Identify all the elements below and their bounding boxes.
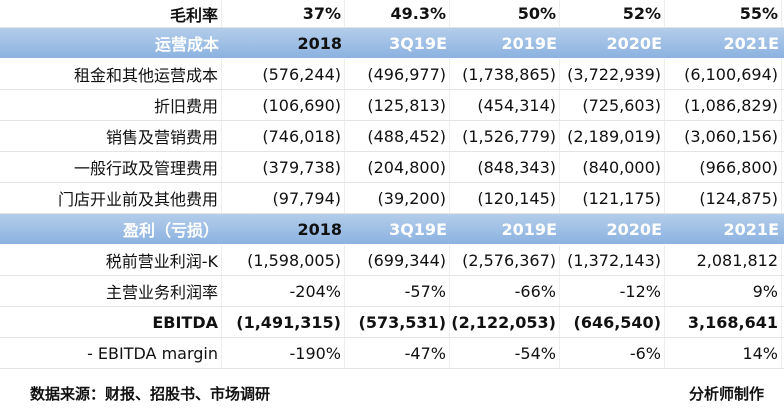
data-row: EBITDA (1,491,315) (573,531) (2,122,053) (64… [0, 307, 784, 338]
value-cell: -204% [222, 276, 345, 306]
value-cell: 3,168,641 [665, 307, 782, 337]
value-cell: (646,540) [560, 307, 665, 337]
value-cell: (454,314) [450, 90, 560, 120]
value-cell: (3,060,156) [665, 121, 782, 151]
data-row: 折旧费用 (106,690) (125,813) (454,314) (725,603)… [0, 90, 784, 121]
value-cell: (97,794) [222, 183, 345, 213]
value-cell: (1,526,779) [450, 121, 560, 151]
value-cell: -12% [560, 276, 665, 306]
value-cell: (1,491,315) [222, 307, 345, 337]
value-cell: -190% [222, 338, 345, 368]
value-cell: (1,598,005) [222, 245, 345, 275]
value-cell: 2019E [501, 33, 557, 53]
value-cell: (576,244) [222, 59, 345, 89]
value-cell: 2020E [606, 33, 662, 53]
value-cell: 2020E [606, 219, 662, 239]
row-label: 运营成本 [154, 35, 219, 54]
data-row: 门店开业前及其他费用 (97,794) (39,200) (120,145) (121,… [0, 183, 784, 214]
row-label: 毛利率 [0, 0, 222, 27]
value-cell: (1,086,829) [665, 90, 782, 120]
value-cell: (204,800) [345, 152, 450, 182]
value-cell: -47% [345, 338, 450, 368]
value-cell: (121,175) [560, 183, 665, 213]
value-cell: 14% [665, 338, 782, 368]
value-cell: (6,100,694) [665, 59, 782, 89]
row-label: - EBITDA margin [0, 338, 222, 368]
value-cell: 9% [665, 276, 782, 306]
data-row: 租金和其他运营成本 (576,244) (496,977) (1,738,865) (3… [0, 59, 784, 90]
value-cell: -57% [345, 276, 450, 306]
value-cell: 2021E [723, 33, 779, 53]
value-cell: (496,977) [345, 59, 450, 89]
data-row: 销售及营销费用 (746,018) (488,452) (1,526,779) (2,1… [0, 121, 784, 152]
value-cell: 2019E [501, 219, 557, 239]
value-cell: 2018 [297, 219, 342, 239]
section-header: 盈利（亏损） 2018 3Q19E 2019E 2020E 2021E [0, 214, 784, 244]
credit: 分析师制作 [688, 385, 764, 403]
value-cell: (848,343) [450, 152, 560, 182]
value-cell: 2021E [723, 219, 779, 239]
data-row: - EBITDA margin -190% -47% -54% -6% 14% [0, 338, 784, 369]
value-cell: 3Q19E [389, 33, 447, 53]
value-cell: (379,738) [222, 152, 345, 182]
value-cell: (1,738,865) [450, 59, 560, 89]
row-label: EBITDA [0, 307, 222, 337]
value-cell: 50% [450, 0, 560, 27]
value-cell: (699,344) [345, 245, 450, 275]
source-note: 数据来源：财报、招股书、市场调研 [30, 385, 271, 403]
row-label: 一般行政及管理费用 [0, 152, 222, 182]
data-row: 税前营业利润-K (1,598,005) (699,344) (2,576,367)(… [0, 245, 784, 276]
value-cell: (840,000) [560, 152, 665, 182]
value-cell: 52% [560, 0, 665, 27]
value-cell: 2018 [297, 33, 342, 53]
value-cell: 37% [222, 0, 345, 27]
value-cell: (966,800) [665, 152, 782, 182]
section-header: 运营成本 2018 3Q19E 2019E 2020E 2021E [0, 28, 784, 58]
value-cell: (124,875) [665, 183, 782, 213]
margin-row: 毛利率 37% 49.3% 50% 52% 55% [0, 0, 784, 28]
row-label: 折旧费用 [0, 90, 222, 120]
value-cell: (725,603) [560, 90, 665, 120]
value-cell: -54% [450, 338, 560, 368]
row-label: 销售及营销费用 [0, 121, 222, 151]
value-cell: -6% [560, 338, 665, 368]
row-label: 门店开业前及其他费用 [0, 183, 222, 213]
value-cell: (2,189,019) [560, 121, 665, 151]
data-row: 一般行政及管理费用 (379,738) (204,800) (848,343) (840… [0, 152, 784, 183]
value-cell: 3Q19E [389, 219, 447, 239]
row-label: 主营业务利润率 [0, 276, 222, 306]
value-cell: (1,372,143) [560, 245, 665, 275]
row-label: 租金和其他运营成本 [0, 59, 222, 89]
value-cell: 2,081,812 [665, 245, 782, 275]
value-cell: (488,452) [345, 121, 450, 151]
value-cell: (120,145) [450, 183, 560, 213]
value-cell: (3,722,939) [560, 59, 665, 89]
value-cell: (573,531) [345, 307, 450, 337]
data-row: 主营业务利润率 -204% -57% -66% -12% 9% [0, 276, 784, 307]
value-cell: (2,122,053) [450, 307, 560, 337]
value-cell: (106,690) [222, 90, 345, 120]
row-label: 税前营业利润-K [0, 245, 222, 275]
value-cell: (125,813) [345, 90, 450, 120]
value-cell: (39,200) [345, 183, 450, 213]
value-cell: (746,018) [222, 121, 345, 151]
value-cell: (2,576,367) [450, 245, 560, 275]
row-label: 盈利（亏损） [122, 221, 219, 240]
value-cell: -66% [450, 276, 560, 306]
value-cell: 49.3% [345, 0, 450, 27]
value-cell: 55% [665, 0, 782, 27]
